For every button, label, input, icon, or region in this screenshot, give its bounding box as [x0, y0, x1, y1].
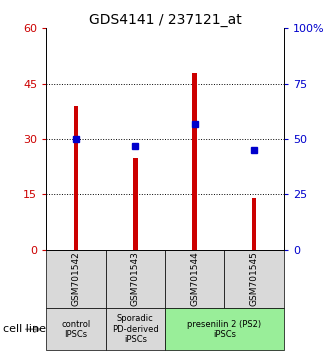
Text: GSM701544: GSM701544 — [190, 252, 199, 306]
Bar — [165, 308, 284, 350]
Bar — [165, 250, 224, 308]
Text: GSM701545: GSM701545 — [249, 252, 259, 307]
Bar — [133, 158, 138, 250]
Text: cell line: cell line — [3, 324, 46, 334]
Bar — [46, 250, 106, 308]
Bar — [252, 198, 256, 250]
Bar — [46, 308, 106, 350]
Title: GDS4141 / 237121_at: GDS4141 / 237121_at — [89, 13, 241, 27]
Bar — [74, 106, 78, 250]
Bar — [106, 308, 165, 350]
Text: GSM701543: GSM701543 — [131, 252, 140, 307]
Bar — [192, 73, 197, 250]
Text: Sporadic
PD-derived
iPSCs: Sporadic PD-derived iPSCs — [112, 314, 159, 344]
Text: control
IPSCs: control IPSCs — [61, 320, 90, 339]
Bar — [224, 250, 284, 308]
Text: presenilin 2 (PS2)
iPSCs: presenilin 2 (PS2) iPSCs — [187, 320, 261, 339]
Bar — [106, 250, 165, 308]
Text: GSM701542: GSM701542 — [71, 252, 81, 306]
